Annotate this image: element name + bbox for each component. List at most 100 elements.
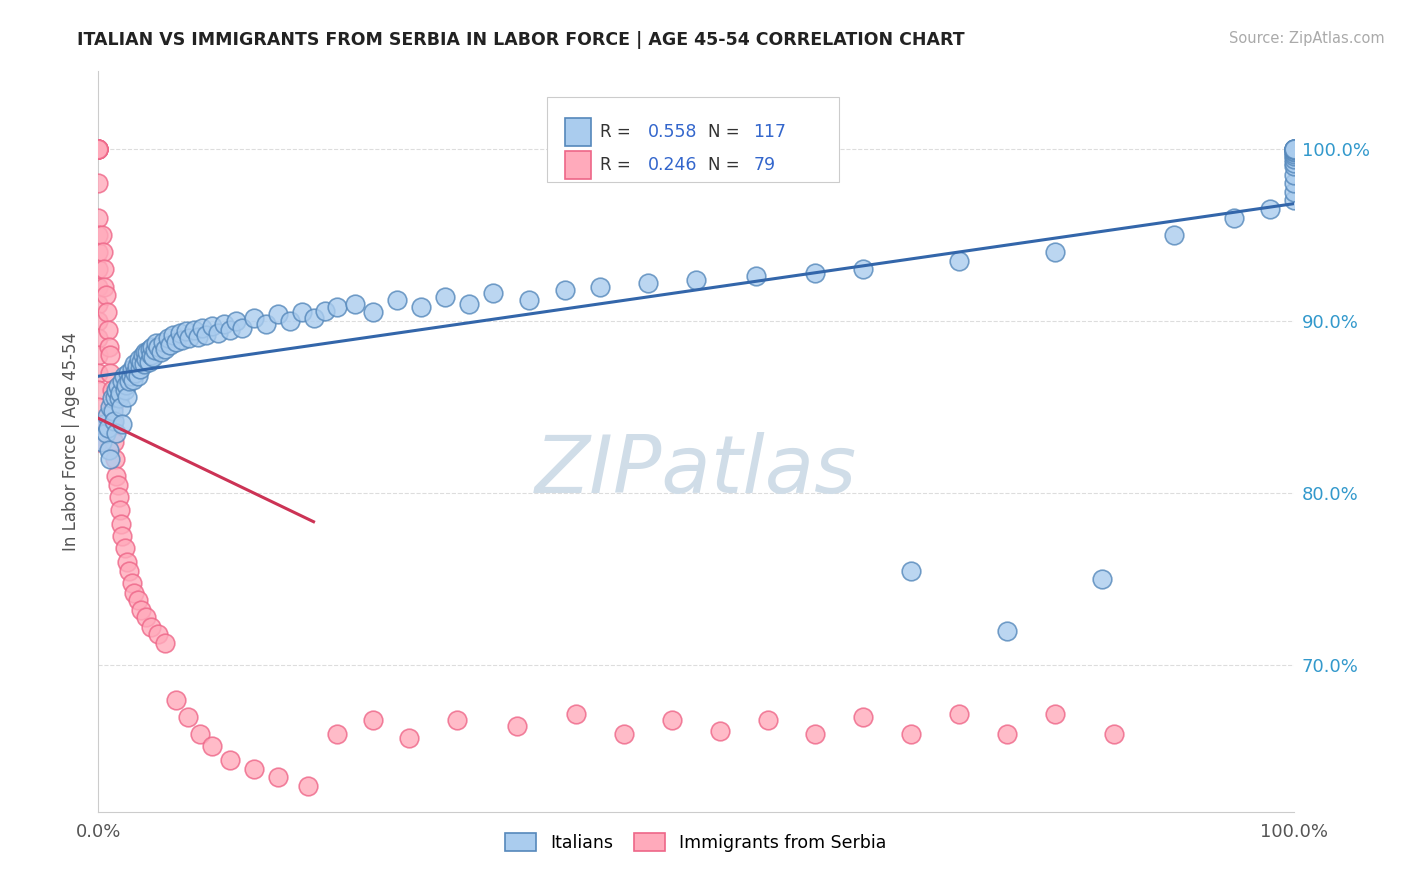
Point (107, 477, 129, 491)
Point (900, 564, 922, 578)
Point (135, 610, 157, 624)
Text: ZIPatlas: ZIPatlas (534, 432, 858, 510)
Point (87, 142, 110, 156)
Point (121, 362, 143, 376)
Point (91, 245, 114, 260)
Point (111, 529, 134, 543)
Point (398, 731, 420, 745)
Point (91, 227, 114, 242)
Point (115, 377, 138, 392)
Point (201, 739, 224, 754)
Point (458, 297, 481, 311)
Point (165, 693, 187, 707)
Point (104, 390, 127, 404)
Point (177, 710, 200, 724)
Point (155, 636, 177, 650)
Point (201, 319, 224, 334)
Point (162, 327, 184, 342)
Point (1282, 147, 1305, 161)
Point (114, 541, 136, 556)
Point (278, 314, 301, 328)
Point (446, 714, 468, 728)
Point (87, 417, 110, 432)
Point (105, 383, 128, 397)
Point (661, 714, 683, 728)
Point (995, 727, 1018, 741)
Point (93, 262, 115, 277)
Point (121, 575, 143, 590)
Point (134, 345, 156, 359)
Point (302, 310, 325, 325)
Point (87, 366, 110, 380)
Point (174, 324, 197, 338)
Point (804, 266, 827, 280)
FancyBboxPatch shape (565, 118, 591, 146)
Point (98, 340, 121, 354)
Point (1282, 159, 1305, 173)
Point (149, 345, 172, 359)
Point (165, 334, 187, 349)
Point (172, 333, 194, 347)
Point (315, 303, 337, 318)
Point (118, 564, 141, 578)
Point (852, 262, 875, 277)
Point (110, 517, 132, 532)
Point (101, 400, 124, 414)
Point (613, 727, 636, 741)
Point (1258, 202, 1281, 216)
Point (948, 706, 970, 721)
Point (87, 142, 110, 156)
Text: 79: 79 (754, 156, 776, 174)
Text: 0.558: 0.558 (648, 123, 697, 141)
Point (179, 331, 201, 345)
Point (1282, 152, 1305, 166)
Point (108, 503, 131, 517)
Point (122, 373, 145, 387)
Point (87, 142, 110, 156)
Point (111, 374, 134, 388)
Point (145, 336, 167, 351)
Point (995, 624, 1018, 638)
Point (948, 253, 970, 268)
Point (363, 714, 385, 728)
Point (187, 329, 209, 343)
Point (212, 318, 235, 332)
Point (481, 286, 505, 301)
Point (344, 297, 367, 311)
Point (225, 314, 247, 328)
Point (91, 434, 114, 449)
Point (141, 340, 163, 354)
Point (219, 753, 242, 767)
Point (231, 321, 253, 335)
Point (87, 297, 110, 311)
Point (87, 314, 110, 328)
Point (143, 343, 166, 358)
Point (506, 718, 529, 732)
Point (87, 383, 110, 397)
Point (1282, 142, 1305, 156)
Point (103, 434, 125, 449)
Point (94, 288, 117, 302)
Point (115, 555, 138, 569)
Point (148, 340, 170, 354)
FancyBboxPatch shape (565, 151, 591, 178)
Point (97, 323, 120, 337)
Text: N =: N = (709, 156, 745, 174)
Text: N =: N = (709, 123, 745, 141)
Point (183, 323, 205, 337)
Point (554, 283, 576, 297)
Point (207, 326, 229, 340)
Point (1282, 185, 1305, 199)
Point (1282, 142, 1305, 156)
Point (129, 362, 152, 376)
Point (87, 262, 110, 277)
Point (131, 348, 153, 362)
Point (97, 421, 120, 435)
Point (219, 323, 242, 337)
Point (756, 714, 779, 728)
Point (1282, 142, 1305, 156)
Point (685, 273, 707, 287)
Point (110, 400, 132, 414)
Point (188, 727, 211, 741)
Point (243, 310, 266, 325)
